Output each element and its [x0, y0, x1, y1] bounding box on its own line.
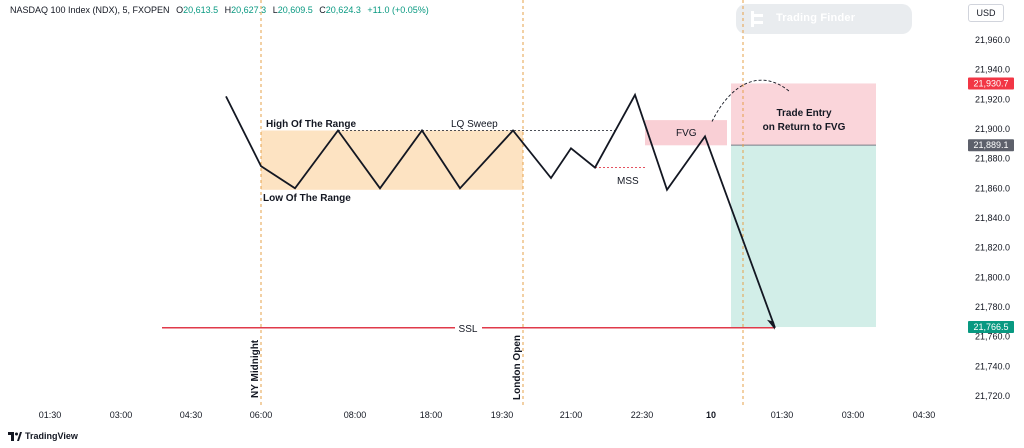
- high-value: 20,627.3: [231, 5, 267, 15]
- currency-button[interactable]: USD: [968, 4, 1004, 22]
- y-tick-label: 21,720.0: [975, 391, 1010, 401]
- x-tick-label: 04:30: [913, 410, 936, 420]
- price-badge: [968, 321, 1014, 333]
- symbol-legend: NASDAQ 100 Index (NDX), 5, FXOPEN O20,61…: [10, 5, 433, 15]
- trade-entry-sub-label: on Return to FVG: [763, 122, 846, 133]
- range-box: [261, 130, 523, 190]
- price-badge: [968, 139, 1014, 152]
- y-axis[interactable]: 21,960.0 21,940.0 21,920.0 21,900.0 21,880.0…: [975, 35, 1010, 401]
- y-tick-label: 21,780.0: [975, 302, 1010, 312]
- x-tick-label: 03:00: [842, 410, 865, 420]
- y-tick-label: 21,940.0: [975, 65, 1010, 75]
- y-tick-label: 21,760.0: [975, 332, 1010, 342]
- y-tick-label: 21,960.0: [975, 35, 1010, 45]
- low-range-label: Low Of The Range: [263, 193, 351, 204]
- close-value: 20,624.3: [325, 5, 361, 15]
- fvg-label: FVG: [676, 128, 697, 139]
- price-badge-label: 21,930.7: [973, 79, 1008, 89]
- x-tick-label: 01:30: [39, 410, 62, 420]
- open-label: O: [176, 5, 184, 15]
- y-tick-label: 21,920.0: [975, 94, 1010, 104]
- x-tick-label: 01:30: [771, 410, 794, 420]
- price-badge-label: 21,766.5: [973, 322, 1008, 332]
- y-tick-label: 21,820.0: [975, 243, 1010, 253]
- y-tick-label: 21,860.0: [975, 183, 1010, 193]
- ny-midnight-label: NY Midnight: [250, 339, 261, 398]
- x-tick-label: 18:00: [420, 410, 443, 420]
- ssl-label: SSL: [459, 324, 478, 335]
- y-tick-label: 21,740.0: [975, 361, 1010, 371]
- price-badge-label: 21,889.1: [973, 140, 1008, 150]
- x-tick-label: 04:30: [180, 410, 203, 420]
- low-label: L: [272, 5, 278, 15]
- target-zone: [731, 145, 876, 328]
- symbol-title: NASDAQ 100 Index (NDX), 5, FXOPEN: [10, 5, 170, 15]
- arrow-head-icon: [767, 319, 775, 330]
- watermark-text: Trading Finder: [776, 12, 856, 24]
- x-tick-label: 08:00: [344, 410, 367, 420]
- london-open-label: London Open: [512, 335, 523, 400]
- mss-label: MSS: [617, 176, 639, 187]
- trade-entry-label: Trade Entry: [776, 108, 831, 119]
- tradingview-brand[interactable]: TradingView: [8, 431, 78, 442]
- y-tick-label: 21,800.0: [975, 272, 1010, 282]
- tradingview-label: TradingView: [25, 431, 78, 441]
- price-badge: [968, 77, 1014, 90]
- high-label: H: [224, 5, 232, 15]
- price-badges: 21,930.7 21,889.1 21,766.5: [968, 77, 1014, 333]
- x-tick-label: 03:00: [110, 410, 133, 420]
- x-axis[interactable]: 01:30 03:00 04:30 06:00 08:00 18:00 19:30 21:00…: [39, 410, 936, 420]
- fvg-box: [645, 120, 727, 146]
- watermark: Trading Finder: [736, 4, 912, 34]
- stop-zone: [731, 83, 876, 146]
- price-path-line: [225, 92, 776, 329]
- y-tick-label: 21,840.0: [975, 213, 1010, 223]
- y-tick-label: 21,880.0: [975, 154, 1010, 164]
- low-value: 20,609.5: [277, 5, 313, 15]
- x-tick-label: 21:00: [560, 410, 583, 420]
- high-range-label: High Of The Range: [266, 119, 356, 130]
- tradingview-logo-icon: [8, 432, 22, 442]
- x-tick-label: 06:00: [250, 410, 273, 420]
- y-tick-label: 21,900.0: [975, 124, 1010, 134]
- x-tick-label: 10: [706, 410, 716, 420]
- x-tick-label: 22:30: [631, 410, 654, 420]
- x-tick-label: 19:30: [491, 410, 514, 420]
- open-value: 20,613.5: [183, 5, 219, 15]
- entry-curve-arrow: [711, 79, 791, 122]
- change-value: +11.0 (+0.05%): [367, 5, 429, 15]
- trading-finder-logo-icon: [751, 11, 763, 27]
- lq-sweep-label: LQ Sweep: [451, 119, 498, 130]
- close-label: C: [319, 5, 326, 15]
